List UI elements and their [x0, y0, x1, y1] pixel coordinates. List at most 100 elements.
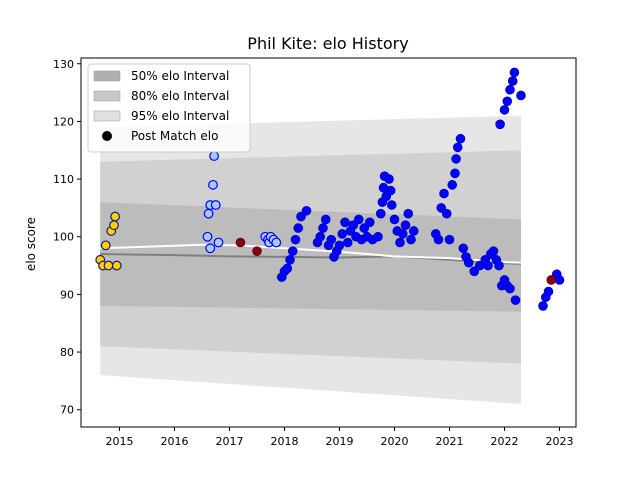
data-point: [326, 234, 337, 245]
data-point: [444, 234, 455, 245]
data-point: [375, 208, 386, 219]
data-point: [488, 246, 499, 256]
legend-swatch: [93, 110, 121, 122]
data-point: [252, 246, 262, 256]
data-point: [213, 237, 224, 248]
x-tick-label: 2022: [491, 435, 519, 448]
data-point: [499, 105, 510, 115]
y-tick-label: 100: [53, 231, 74, 244]
data-point: [433, 234, 444, 245]
data-point: [395, 237, 405, 248]
x-tick-label: 2016: [161, 435, 189, 448]
data-point: [109, 220, 119, 231]
data-point: [282, 263, 293, 274]
data-point: [403, 208, 414, 219]
data-point: [469, 266, 480, 277]
data-point: [408, 226, 419, 236]
data-point: [507, 76, 518, 86]
data-point: [495, 119, 505, 130]
x-tick-label: 2020: [381, 435, 409, 448]
data-point: [494, 260, 504, 271]
data-point: [406, 234, 416, 245]
data-point: [290, 234, 301, 245]
data-point: [436, 203, 447, 213]
data-point: [502, 96, 513, 107]
data-point: [441, 208, 452, 219]
x-tick-label: 2019: [326, 435, 354, 448]
data-point: [385, 185, 396, 196]
data-point: [455, 133, 466, 144]
data-point: [386, 200, 397, 210]
data-point: [203, 208, 214, 219]
data-point: [340, 217, 350, 228]
legend-swatch: [93, 90, 121, 102]
data-point: [389, 214, 400, 225]
data-point: [439, 188, 449, 199]
data-point: [202, 231, 213, 242]
data-point: [458, 243, 469, 254]
data-point: [208, 179, 218, 190]
data-point: [235, 237, 246, 248]
y-tick-label: 130: [53, 58, 74, 71]
y-tick-label: 110: [53, 173, 74, 186]
data-point: [342, 237, 353, 248]
data-point: [301, 205, 312, 216]
data-point: [337, 229, 348, 239]
data-point: [103, 260, 114, 271]
x-tick-label: 2021: [436, 435, 464, 448]
legend-label: 80% elo Interval: [131, 89, 229, 103]
data-point: [320, 214, 331, 225]
x-tick-label: 2015: [106, 435, 134, 448]
data-point: [359, 223, 370, 233]
plot-frame: [80, 57, 577, 428]
data-point: [287, 246, 298, 256]
chart-title: Phil Kite: elo History: [247, 34, 408, 53]
y-axis-label: elo score: [24, 217, 38, 271]
data-point: [334, 240, 345, 251]
legend-box: [87, 63, 251, 153]
data-point: [111, 260, 122, 271]
legend-label: 50% elo Interval: [131, 69, 229, 83]
x-tick-label: 2023: [546, 435, 574, 448]
data-point: [447, 180, 458, 190]
axes: 2015 2016 2017 2018 2019 2020 2021 2022 2023 70 80…: [53, 57, 577, 448]
data-point: [397, 229, 408, 239]
data-point: [209, 151, 220, 161]
data-point: [510, 295, 521, 305]
data-point: [384, 174, 394, 184]
y-tick-label: 70: [60, 404, 74, 417]
legend-marker: [102, 131, 112, 141]
data-point: [516, 90, 526, 101]
data-point: [100, 240, 111, 251]
data-point: [509, 67, 520, 78]
interval-bands: [100, 115, 521, 404]
data-point: [318, 223, 328, 233]
x-tick-label: 2017: [216, 435, 244, 448]
data-point: [450, 168, 460, 179]
y-tick-label: 120: [53, 115, 74, 128]
data-point: [483, 260, 493, 271]
data-point: [205, 243, 216, 254]
y-tick-label: 80: [60, 346, 74, 359]
data-point: [538, 301, 548, 311]
data-point: [505, 283, 515, 294]
data-point: [364, 217, 375, 228]
data-point: [315, 231, 326, 242]
data-point: [546, 275, 557, 285]
data-point: [505, 84, 515, 95]
data-point: [543, 286, 554, 297]
data-point: [293, 223, 304, 233]
legend-swatch: [93, 70, 121, 82]
data-point: [348, 220, 359, 231]
y-tick-label: 90: [60, 288, 74, 301]
data-point: [463, 257, 474, 268]
post-match-points: [95, 67, 565, 311]
data-point: [353, 214, 364, 225]
data-point: [271, 237, 282, 248]
data-point: [554, 275, 565, 285]
data-point: [451, 154, 461, 164]
legend: 50% elo Interval 80% elo Interval 95% elo …: [87, 63, 251, 153]
data-point: [210, 200, 221, 210]
legend-label: 95% elo Interval: [131, 109, 229, 123]
